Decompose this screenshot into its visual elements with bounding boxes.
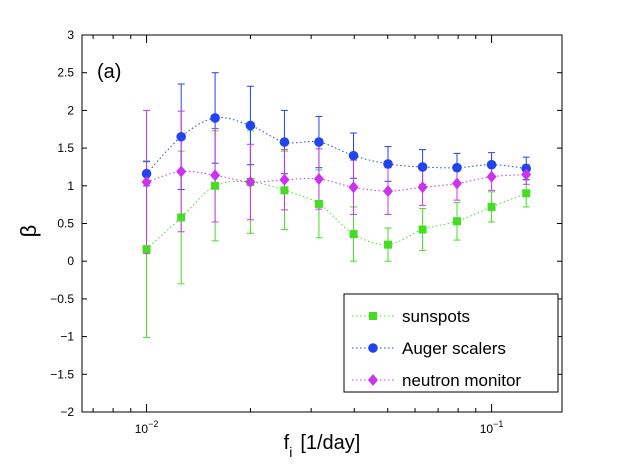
y-tick-label: 1 xyxy=(67,179,74,193)
point-sunspots xyxy=(211,181,220,190)
y-tick-label: 1.5 xyxy=(57,141,74,155)
x-axis-label-main: f xyxy=(284,432,290,454)
point-neutron-monitor xyxy=(141,176,152,189)
y-tick-label: −1.5 xyxy=(50,367,74,381)
point-sunspots xyxy=(314,199,323,208)
point-sunspots xyxy=(522,189,531,198)
point-neutron-monitor xyxy=(383,185,394,198)
y-tick-label: −1 xyxy=(60,330,74,344)
point-neutron-monitor xyxy=(521,168,532,181)
point-auger-scalers xyxy=(348,150,359,161)
data-points xyxy=(141,113,532,254)
point-auger-scalers xyxy=(521,163,532,174)
x-tick-label-exponent: −1 xyxy=(493,419,503,429)
point-neutron-monitor xyxy=(452,177,463,190)
point-sunspots xyxy=(280,186,289,195)
point-auger-scalers xyxy=(452,162,462,173)
point-neutron-monitor xyxy=(279,173,290,186)
point-neutron-monitor xyxy=(313,173,324,186)
panel-label: (a) xyxy=(97,61,121,83)
x-tick-label-exponent: −2 xyxy=(148,419,158,429)
point-auger-scalers xyxy=(210,113,220,123)
x-axis-label: fi [1/day] xyxy=(284,432,361,460)
point-sunspots xyxy=(349,230,358,239)
y-tick-label: −2 xyxy=(60,405,74,419)
x-tick-label: 10−1 xyxy=(480,419,504,436)
point-neutron-monitor xyxy=(245,176,256,189)
legend-entry-sunspots: sunspots xyxy=(352,307,470,326)
legend-label-neutron-monitor: neutron monitor xyxy=(402,371,521,390)
point-neutron-monitor xyxy=(486,170,497,183)
legend-marker-auger-scalers xyxy=(368,343,378,353)
point-sunspots xyxy=(142,245,151,254)
point-neutron-monitor xyxy=(176,165,187,178)
legend: sunspots Auger scalers neutron monitor xyxy=(343,293,559,393)
x-axis-label-rest: [1/day] xyxy=(300,432,360,454)
point-neutron-monitor xyxy=(348,181,359,194)
point-auger-scalers xyxy=(486,159,497,170)
point-neutron-monitor xyxy=(210,169,221,182)
point-neutron-monitor xyxy=(417,181,428,194)
x-tick-label: 10−2 xyxy=(135,419,159,436)
point-auger-scalers xyxy=(176,131,186,142)
series-curve-neutron-monitor xyxy=(146,170,527,192)
legend-label-sunspots: sunspots xyxy=(402,307,470,326)
legend-entries: sunspots Auger scalers neutron monitor xyxy=(352,307,521,390)
point-sunspots xyxy=(453,217,462,226)
y-tick-label: 2.5 xyxy=(57,66,74,80)
x-axis-label-sub: i xyxy=(289,444,292,460)
point-auger-scalers xyxy=(141,168,152,179)
legend-entry-neutron-monitor: neutron monitor xyxy=(352,371,521,390)
point-auger-scalers xyxy=(279,137,290,147)
point-auger-scalers xyxy=(314,137,324,147)
legend-marker-sunspots xyxy=(369,312,377,320)
point-sunspots xyxy=(487,202,496,211)
point-sunspots xyxy=(384,240,393,249)
point-auger-scalers xyxy=(417,162,428,172)
y-tick-label: 3 xyxy=(67,28,74,42)
point-sunspots xyxy=(177,213,186,222)
point-sunspots xyxy=(418,225,427,234)
legend-entry-auger-scalers: Auger scalers xyxy=(352,339,506,358)
y-tick-label: −0.5 xyxy=(50,292,74,306)
y-tick-label: 0 xyxy=(67,254,74,268)
x-tick-label-base: 10 xyxy=(135,422,149,436)
y-axis-label: β xyxy=(16,225,41,238)
point-auger-scalers xyxy=(383,159,393,169)
legend-label-auger-scalers: Auger scalers xyxy=(402,339,506,358)
x-tick-label-base: 10 xyxy=(480,422,494,436)
series-curve-auger-scalers xyxy=(146,117,527,175)
legend-marker-neutron-monitor xyxy=(368,374,378,386)
y-tick-label: 0.5 xyxy=(57,217,74,231)
y-tick-label: 2 xyxy=(67,103,74,117)
point-auger-scalers xyxy=(245,120,256,131)
legend-box xyxy=(343,293,559,393)
